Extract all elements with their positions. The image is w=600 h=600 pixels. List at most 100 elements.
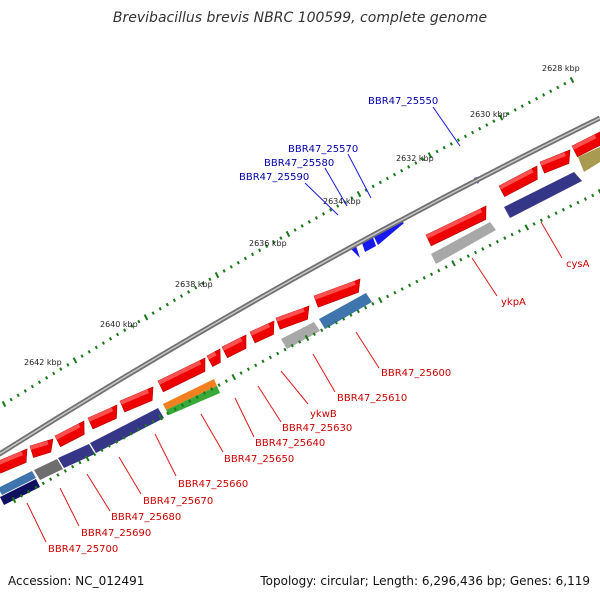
- minor-tick: [534, 96, 539, 101]
- cds-bar-BBR47_25610: [281, 322, 320, 349]
- label-BBR47_25550: BBR47_25550: [368, 96, 438, 107]
- minor-tick: [400, 168, 404, 173]
- major-tick: [11, 496, 17, 504]
- minor-tick: [107, 444, 111, 448]
- minor-tick: [321, 212, 326, 216]
- cds-bar-darkgray: [34, 459, 63, 480]
- cds-category-track: [0, 147, 600, 505]
- minor-tick: [488, 243, 492, 248]
- minor-tick: [437, 268, 441, 273]
- minor-tick: [378, 180, 382, 185]
- minor-tick: [34, 485, 38, 490]
- minor-tick: [37, 380, 42, 384]
- minor-tick: [473, 250, 478, 255]
- label-ykwB: ykwB: [310, 409, 337, 420]
- major-tick: [72, 357, 78, 364]
- major-tick: [427, 152, 433, 159]
- minor-tick: [392, 172, 397, 177]
- minor-tick: [195, 395, 199, 399]
- minor-tick: [16, 393, 20, 398]
- genome-backbone: [0, 115, 600, 457]
- minor-tick: [114, 440, 119, 444]
- minor-tick: [101, 341, 105, 345]
- minor-tick: [137, 319, 141, 324]
- minor-tick: [265, 244, 269, 248]
- label-BBR47_25590: BBR47_25590: [239, 172, 309, 183]
- forward-gene-highlight: [207, 351, 217, 360]
- minor-tick: [87, 350, 91, 354]
- minor-tick: [179, 294, 184, 298]
- minor-tick: [180, 403, 185, 407]
- minor-tick: [63, 469, 67, 473]
- minor-tick: [78, 460, 82, 465]
- label-BBR47_25610: BBR47_25610: [337, 393, 407, 404]
- minor-tick: [576, 200, 580, 205]
- forward-gene-highlight: [30, 440, 49, 450]
- minor-tick: [459, 257, 463, 262]
- minor-tick: [45, 376, 49, 380]
- minor-tick: [272, 240, 276, 244]
- minor-tick: [236, 260, 240, 265]
- ruler-label-2630: 2630 kbp: [470, 110, 508, 119]
- minor-tick: [268, 355, 272, 360]
- minor-tick: [422, 276, 426, 280]
- minor-tick: [435, 149, 439, 154]
- cds-bar-purple-2: [90, 408, 164, 453]
- minor-tick: [356, 309, 360, 314]
- forward-gene-highlight: [0, 451, 23, 465]
- minor-tick: [239, 371, 243, 375]
- minor-tick: [188, 399, 192, 403]
- major-tick: [498, 114, 504, 121]
- cds-bar-cysA: [578, 147, 600, 172]
- minor-tick: [208, 277, 212, 282]
- minor-tick: [243, 256, 247, 261]
- minor-tick: [41, 481, 45, 486]
- label-BBR47_25570: BBR47_25570: [288, 144, 358, 155]
- minor-tick: [298, 340, 302, 344]
- minor-tick: [108, 337, 113, 341]
- reverse-gene-labels: [304, 106, 461, 216]
- major-tick: [569, 76, 575, 84]
- minor-tick: [254, 363, 258, 368]
- minor-tick: [202, 391, 207, 395]
- minor-tick: [210, 387, 214, 391]
- minor-tick: [329, 208, 333, 212]
- major-tick: [451, 260, 456, 267]
- minor-tick: [556, 85, 560, 90]
- major-tick: [378, 296, 383, 304]
- major-tick: [597, 188, 600, 196]
- minor-tick: [293, 228, 297, 232]
- cds-bar-green: [166, 386, 220, 415]
- major-tick: [231, 373, 237, 381]
- label-BBR47_25640: BBR47_25640: [255, 438, 325, 449]
- ruler-labels: 2628 kbp 2630 kbp 2632 kbp 2634 kbp 2636…: [24, 64, 580, 367]
- forward-gene-highlight: [276, 308, 305, 322]
- minor-tick: [456, 138, 460, 142]
- minor-tick: [123, 328, 127, 332]
- minor-tick: [246, 367, 250, 371]
- label-BBR47_25650: BBR47_25650: [224, 454, 294, 465]
- minor-tick: [385, 176, 389, 181]
- minor-tick: [52, 371, 56, 376]
- label-BBR47_25700: BBR47_25700: [48, 544, 118, 555]
- minor-tick: [569, 204, 573, 208]
- minor-tick: [463, 134, 468, 139]
- minor-tick: [23, 389, 27, 393]
- minor-tick: [408, 283, 412, 288]
- minor-tick: [166, 411, 170, 416]
- minor-tick: [492, 119, 496, 123]
- ruler-label-2628: 2628 kbp: [542, 64, 580, 73]
- ruler-label-2640: 2640 kbp: [100, 320, 138, 329]
- cds-bar-purple-3: [58, 444, 95, 468]
- minor-tick: [485, 123, 489, 127]
- minor-tick: [151, 311, 155, 315]
- minor-tick: [100, 448, 104, 452]
- minor-tick: [93, 452, 97, 457]
- label-ykpA: ykpA: [501, 297, 526, 308]
- forward-gene-highlight: [120, 389, 149, 405]
- ruler-label-2632: 2632 kbp: [396, 154, 434, 163]
- major-tick: [158, 414, 163, 421]
- ruler-ticks: [1, 76, 575, 408]
- minor-tick: [71, 464, 75, 469]
- minor-tick: [415, 279, 419, 284]
